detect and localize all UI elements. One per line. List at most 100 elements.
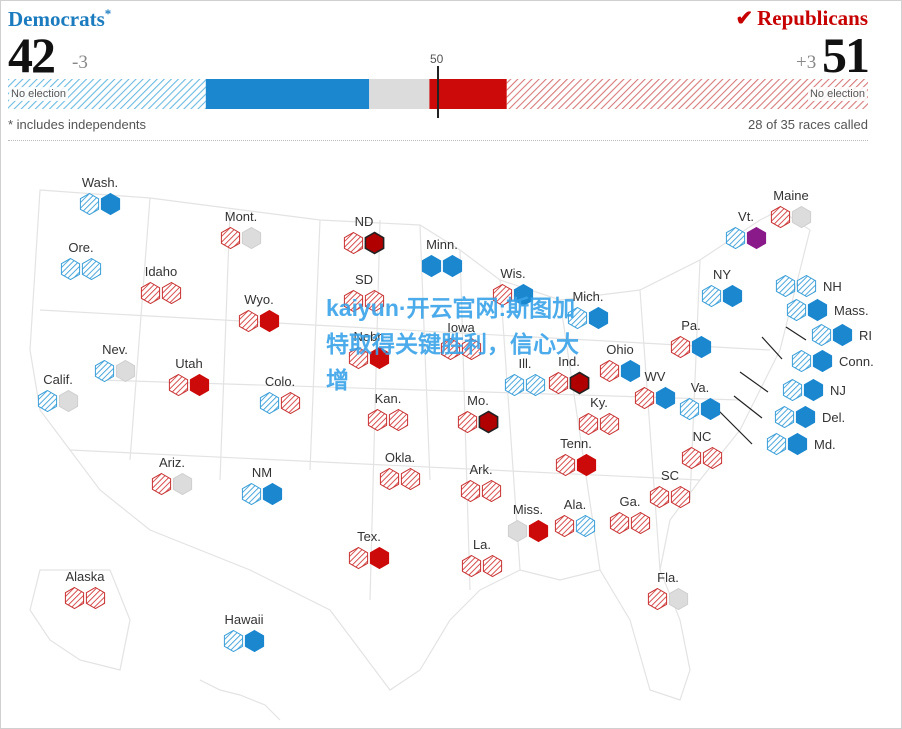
seat-hex-ariz-1	[151, 472, 172, 496]
state-hex-row-ny	[701, 284, 743, 308]
state-hexes-mich	[567, 306, 609, 330]
seat-hex-hawaii-1	[223, 629, 244, 653]
seat-hex-calif-2	[58, 389, 79, 413]
state-va[interactable]: Va.	[679, 380, 721, 421]
state-la[interactable]: La.	[461, 537, 503, 578]
state-hex-row-hawaii	[223, 629, 265, 653]
state-ky[interactable]: Ky.	[578, 395, 620, 436]
state-ri[interactable]: RI	[811, 323, 872, 347]
state-conn[interactable]: Conn.	[791, 349, 874, 373]
state-hexes-wash	[79, 192, 121, 216]
state-hexes-utah	[168, 373, 210, 397]
state-colo[interactable]: Colo.	[259, 374, 301, 415]
state-wash[interactable]: Wash.	[79, 175, 121, 216]
state-hexes-nd	[343, 231, 385, 255]
state-nh[interactable]: NH	[775, 274, 842, 298]
state-miss[interactable]: Miss.	[507, 502, 549, 543]
state-label-ri: RI	[859, 327, 872, 343]
state-hexes-vt	[725, 226, 767, 250]
state-hexes-mo	[457, 410, 499, 434]
state-hexes-ga	[609, 511, 651, 535]
state-vt[interactable]: Vt.	[725, 209, 767, 250]
state-ga[interactable]: Ga.	[609, 494, 651, 535]
state-ark[interactable]: Ark.	[460, 462, 502, 503]
state-kan[interactable]: Kan.	[367, 391, 409, 432]
state-mich[interactable]: Mich.	[567, 289, 609, 330]
state-wis[interactable]: Wis.	[492, 266, 534, 307]
state-label-ny: NY	[712, 267, 732, 282]
state-label-mo: Mo.	[467, 393, 489, 408]
state-hexes-nm	[241, 482, 283, 506]
state-hexes-tex	[348, 546, 390, 570]
state-minn[interactable]: Minn.	[421, 237, 463, 278]
state-okla[interactable]: Okla.	[379, 450, 421, 491]
state-utah[interactable]: Utah	[168, 356, 210, 397]
state-hexes-nebr	[348, 346, 390, 370]
leader-line-ri	[785, 326, 807, 341]
seat-hex-ohio-2	[620, 359, 641, 383]
state-label-minn: Minn.	[426, 237, 458, 252]
seat-hex-mich-2	[588, 306, 609, 330]
seat-hex-fla-1	[647, 587, 668, 611]
democrats-asterisk: *	[104, 6, 112, 21]
state-hexes-nev	[94, 359, 136, 383]
state-nebr[interactable]: Nebr.	[348, 329, 390, 370]
state-idaho[interactable]: Idaho	[140, 264, 182, 305]
state-ny[interactable]: NY	[701, 267, 743, 308]
divider	[8, 140, 868, 141]
seat-hex-iowa-2	[461, 337, 482, 361]
state-calif[interactable]: Calif.	[37, 372, 79, 413]
state-ariz[interactable]: Ariz.	[151, 455, 193, 496]
state-hexes-pa	[670, 335, 712, 359]
seat-hex-idaho-2	[161, 281, 182, 305]
seat-hex-kan-1	[367, 408, 388, 432]
state-nd[interactable]: ND	[343, 214, 385, 255]
state-tenn[interactable]: Tenn.	[555, 436, 597, 477]
state-sc[interactable]: SC	[649, 468, 691, 509]
state-pa[interactable]: Pa.	[670, 318, 712, 359]
state-fla[interactable]: Fla.	[647, 570, 689, 611]
state-hex-row-okla	[379, 467, 421, 491]
state-hexes-sc	[649, 485, 691, 509]
majority-line	[437, 66, 439, 118]
state-hex-row-ga	[609, 511, 651, 535]
seat-hex-md-1	[766, 432, 787, 456]
state-del[interactable]: Del.	[774, 405, 845, 429]
state-ore[interactable]: Ore.	[60, 240, 102, 281]
state-nc[interactable]: NC	[681, 429, 723, 470]
state-label-iowa: Iowa	[447, 320, 475, 335]
state-iowa[interactable]: Iowa	[440, 320, 482, 361]
seat-hex-ri-1	[811, 323, 832, 347]
leader-line-md	[713, 405, 753, 445]
state-mo[interactable]: Mo.	[457, 393, 499, 434]
state-sd[interactable]: SD	[343, 272, 385, 313]
us-map	[29, 189, 811, 721]
seat-hex-okla-1	[379, 467, 400, 491]
seat-hex-mass-2	[807, 298, 828, 322]
state-hawaii[interactable]: Hawaii	[223, 612, 265, 653]
seat-hex-wash-2	[100, 192, 121, 216]
state-ill[interactable]: Ill.	[504, 356, 546, 397]
state-wv[interactable]: WV	[634, 369, 676, 410]
state-maine[interactable]: Maine	[770, 188, 812, 229]
state-tex[interactable]: Tex.	[348, 529, 390, 570]
state-wyo[interactable]: Wyo.	[238, 292, 280, 333]
state-alaska[interactable]: Alaska	[64, 569, 106, 610]
state-nev[interactable]: Nev.	[94, 342, 136, 383]
state-label-wv: WV	[644, 369, 666, 384]
state-mass[interactable]: Mass.	[786, 298, 869, 322]
seat-hex-minn-1	[421, 254, 442, 278]
seat-hex-tex-2	[369, 546, 390, 570]
state-nm[interactable]: NM	[241, 465, 283, 506]
state-ohio[interactable]: Ohio	[599, 342, 641, 383]
state-md[interactable]: Md.	[766, 432, 836, 456]
seat-hex-nh-2	[796, 274, 817, 298]
state-hex-row-vt	[725, 226, 767, 250]
state-nj[interactable]: NJ	[782, 378, 846, 402]
seat-hex-sd-2	[364, 289, 385, 313]
state-ind[interactable]: Ind.	[548, 354, 590, 395]
seat-hex-vt-2	[746, 226, 767, 250]
state-ala[interactable]: Ala.	[554, 497, 596, 538]
state-hex-row-ohio	[599, 359, 641, 383]
state-mont[interactable]: Mont.	[220, 209, 262, 250]
